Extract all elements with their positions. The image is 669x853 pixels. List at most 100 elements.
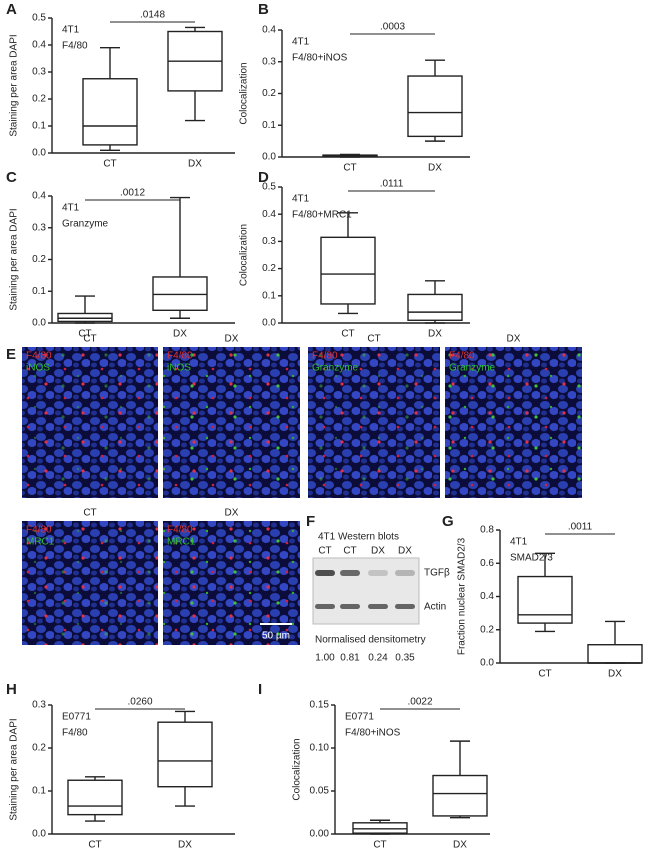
panel-letter: E bbox=[6, 346, 16, 363]
stain-label: iNOS bbox=[26, 363, 50, 374]
lane-label: DX bbox=[371, 546, 385, 557]
band bbox=[315, 604, 335, 609]
p-value: .0012 bbox=[120, 188, 145, 199]
annotation: 4T1 bbox=[62, 25, 80, 36]
y-tick-label: 0.15 bbox=[310, 700, 330, 711]
densitometry-value: 1.00 bbox=[315, 653, 335, 664]
x-tick-label: CT bbox=[538, 669, 551, 680]
y-tick-label: 0.4 bbox=[32, 40, 46, 51]
y-tick-label: 0.0 bbox=[262, 152, 276, 163]
y-tick-label: 0.8 bbox=[480, 525, 494, 536]
image-header: DX bbox=[225, 334, 239, 345]
stain-label: iNOS bbox=[167, 363, 191, 374]
box bbox=[587, 644, 643, 664]
x-tick-label: CT bbox=[343, 163, 356, 174]
y-axis-label: Staining per area DAPI bbox=[9, 208, 20, 310]
stain-label: Granzyme bbox=[449, 363, 496, 374]
panel-letter: G bbox=[442, 513, 454, 530]
micrograph-green bbox=[22, 347, 158, 498]
stain-label: F4/80 bbox=[26, 525, 52, 536]
band bbox=[340, 604, 360, 609]
band-label: Actin bbox=[424, 602, 446, 613]
y-axis-label: Colocalization bbox=[239, 62, 250, 124]
y-tick-label: 0.1 bbox=[262, 290, 276, 301]
x-tick-label: DX bbox=[453, 840, 467, 851]
densitometry-title: Normalised densitometry bbox=[315, 635, 426, 646]
box bbox=[57, 312, 113, 323]
y-tick-label: 0.4 bbox=[32, 191, 46, 202]
micrograph-green bbox=[22, 521, 158, 645]
image-header: CT bbox=[83, 334, 96, 345]
x-tick-label: DX bbox=[608, 669, 622, 680]
p-value: .0011 bbox=[568, 522, 593, 533]
annotation: F4/80+iNOS bbox=[292, 53, 348, 64]
y-tick-label: 0.2 bbox=[262, 263, 276, 274]
band bbox=[368, 604, 388, 609]
lane-label: CT bbox=[318, 546, 331, 557]
scale-bar-label: 50 µm bbox=[262, 631, 290, 642]
stain-label: F4/80 bbox=[312, 351, 338, 362]
stain-label: F4/80 bbox=[167, 351, 193, 362]
x-tick-label: DX bbox=[428, 163, 442, 174]
x-tick-label: DX bbox=[188, 159, 202, 170]
y-axis-label: Colocalization bbox=[292, 738, 303, 800]
blot bbox=[312, 557, 420, 625]
box bbox=[152, 276, 208, 311]
y-axis-label: Staining per area DAPI bbox=[9, 718, 20, 820]
y-tick-label: 0.5 bbox=[262, 182, 276, 193]
box bbox=[517, 575, 573, 624]
y-tick-label: 0.10 bbox=[310, 743, 330, 754]
micrograph-green bbox=[163, 347, 300, 498]
y-tick-label: 0.3 bbox=[262, 56, 276, 67]
y-tick-label: 0.2 bbox=[32, 254, 46, 265]
x-tick-label: CT bbox=[103, 159, 116, 170]
annotation: F4/80+iNOS bbox=[345, 728, 401, 739]
panel-letter: A bbox=[6, 1, 17, 18]
y-tick-label: 0.05 bbox=[310, 786, 330, 797]
x-tick-label: CT bbox=[88, 840, 101, 851]
image-header: CT bbox=[83, 508, 96, 519]
box bbox=[82, 78, 138, 146]
annotation: SMAD2/3 bbox=[510, 553, 553, 564]
annotation: E0771 bbox=[345, 712, 374, 723]
y-tick-label: 0.5 bbox=[32, 13, 46, 24]
image-header: DX bbox=[507, 334, 521, 345]
box bbox=[320, 236, 376, 305]
p-value: .0111 bbox=[380, 179, 404, 190]
y-tick-label: 0.2 bbox=[32, 94, 46, 105]
p-value: .0022 bbox=[407, 697, 432, 708]
p-value: .0148 bbox=[140, 10, 165, 21]
x-tick-label: DX bbox=[173, 329, 187, 340]
box bbox=[432, 774, 488, 817]
y-tick-label: 0.6 bbox=[480, 558, 494, 569]
band-label: TGFβ bbox=[424, 568, 450, 579]
blot-title: 4T1 Western blots bbox=[318, 532, 399, 543]
image-header: CT bbox=[367, 334, 380, 345]
stain-label: F4/80 bbox=[26, 351, 52, 362]
y-axis-label: Staining per area DAPI bbox=[9, 34, 20, 136]
y-tick-label: 0.2 bbox=[262, 88, 276, 99]
panel-letter: B bbox=[258, 1, 269, 18]
x-tick-label: DX bbox=[178, 840, 192, 851]
y-tick-label: 0.3 bbox=[32, 222, 46, 233]
stain-label: Granzyme bbox=[312, 363, 359, 374]
densitometry-value: 0.81 bbox=[340, 653, 360, 664]
image-header: DX bbox=[225, 508, 239, 519]
box bbox=[407, 75, 463, 138]
y-tick-label: 0.00 bbox=[310, 829, 330, 840]
band bbox=[395, 604, 415, 609]
p-value: .0003 bbox=[380, 22, 405, 33]
y-tick-label: 0.0 bbox=[480, 658, 494, 669]
band bbox=[395, 570, 415, 576]
x-tick-label: DX bbox=[428, 329, 442, 340]
annotation: F4/80 bbox=[62, 41, 88, 52]
box bbox=[67, 779, 123, 816]
y-tick-label: 0.4 bbox=[480, 591, 494, 602]
x-tick-label: CT bbox=[341, 329, 354, 340]
y-axis-label: Fraction nuclear SMAD2/3 bbox=[457, 537, 468, 655]
annotation: 4T1 bbox=[292, 194, 310, 205]
panel-letter: D bbox=[258, 169, 269, 186]
band bbox=[315, 570, 335, 576]
lane-label: DX bbox=[398, 546, 412, 557]
